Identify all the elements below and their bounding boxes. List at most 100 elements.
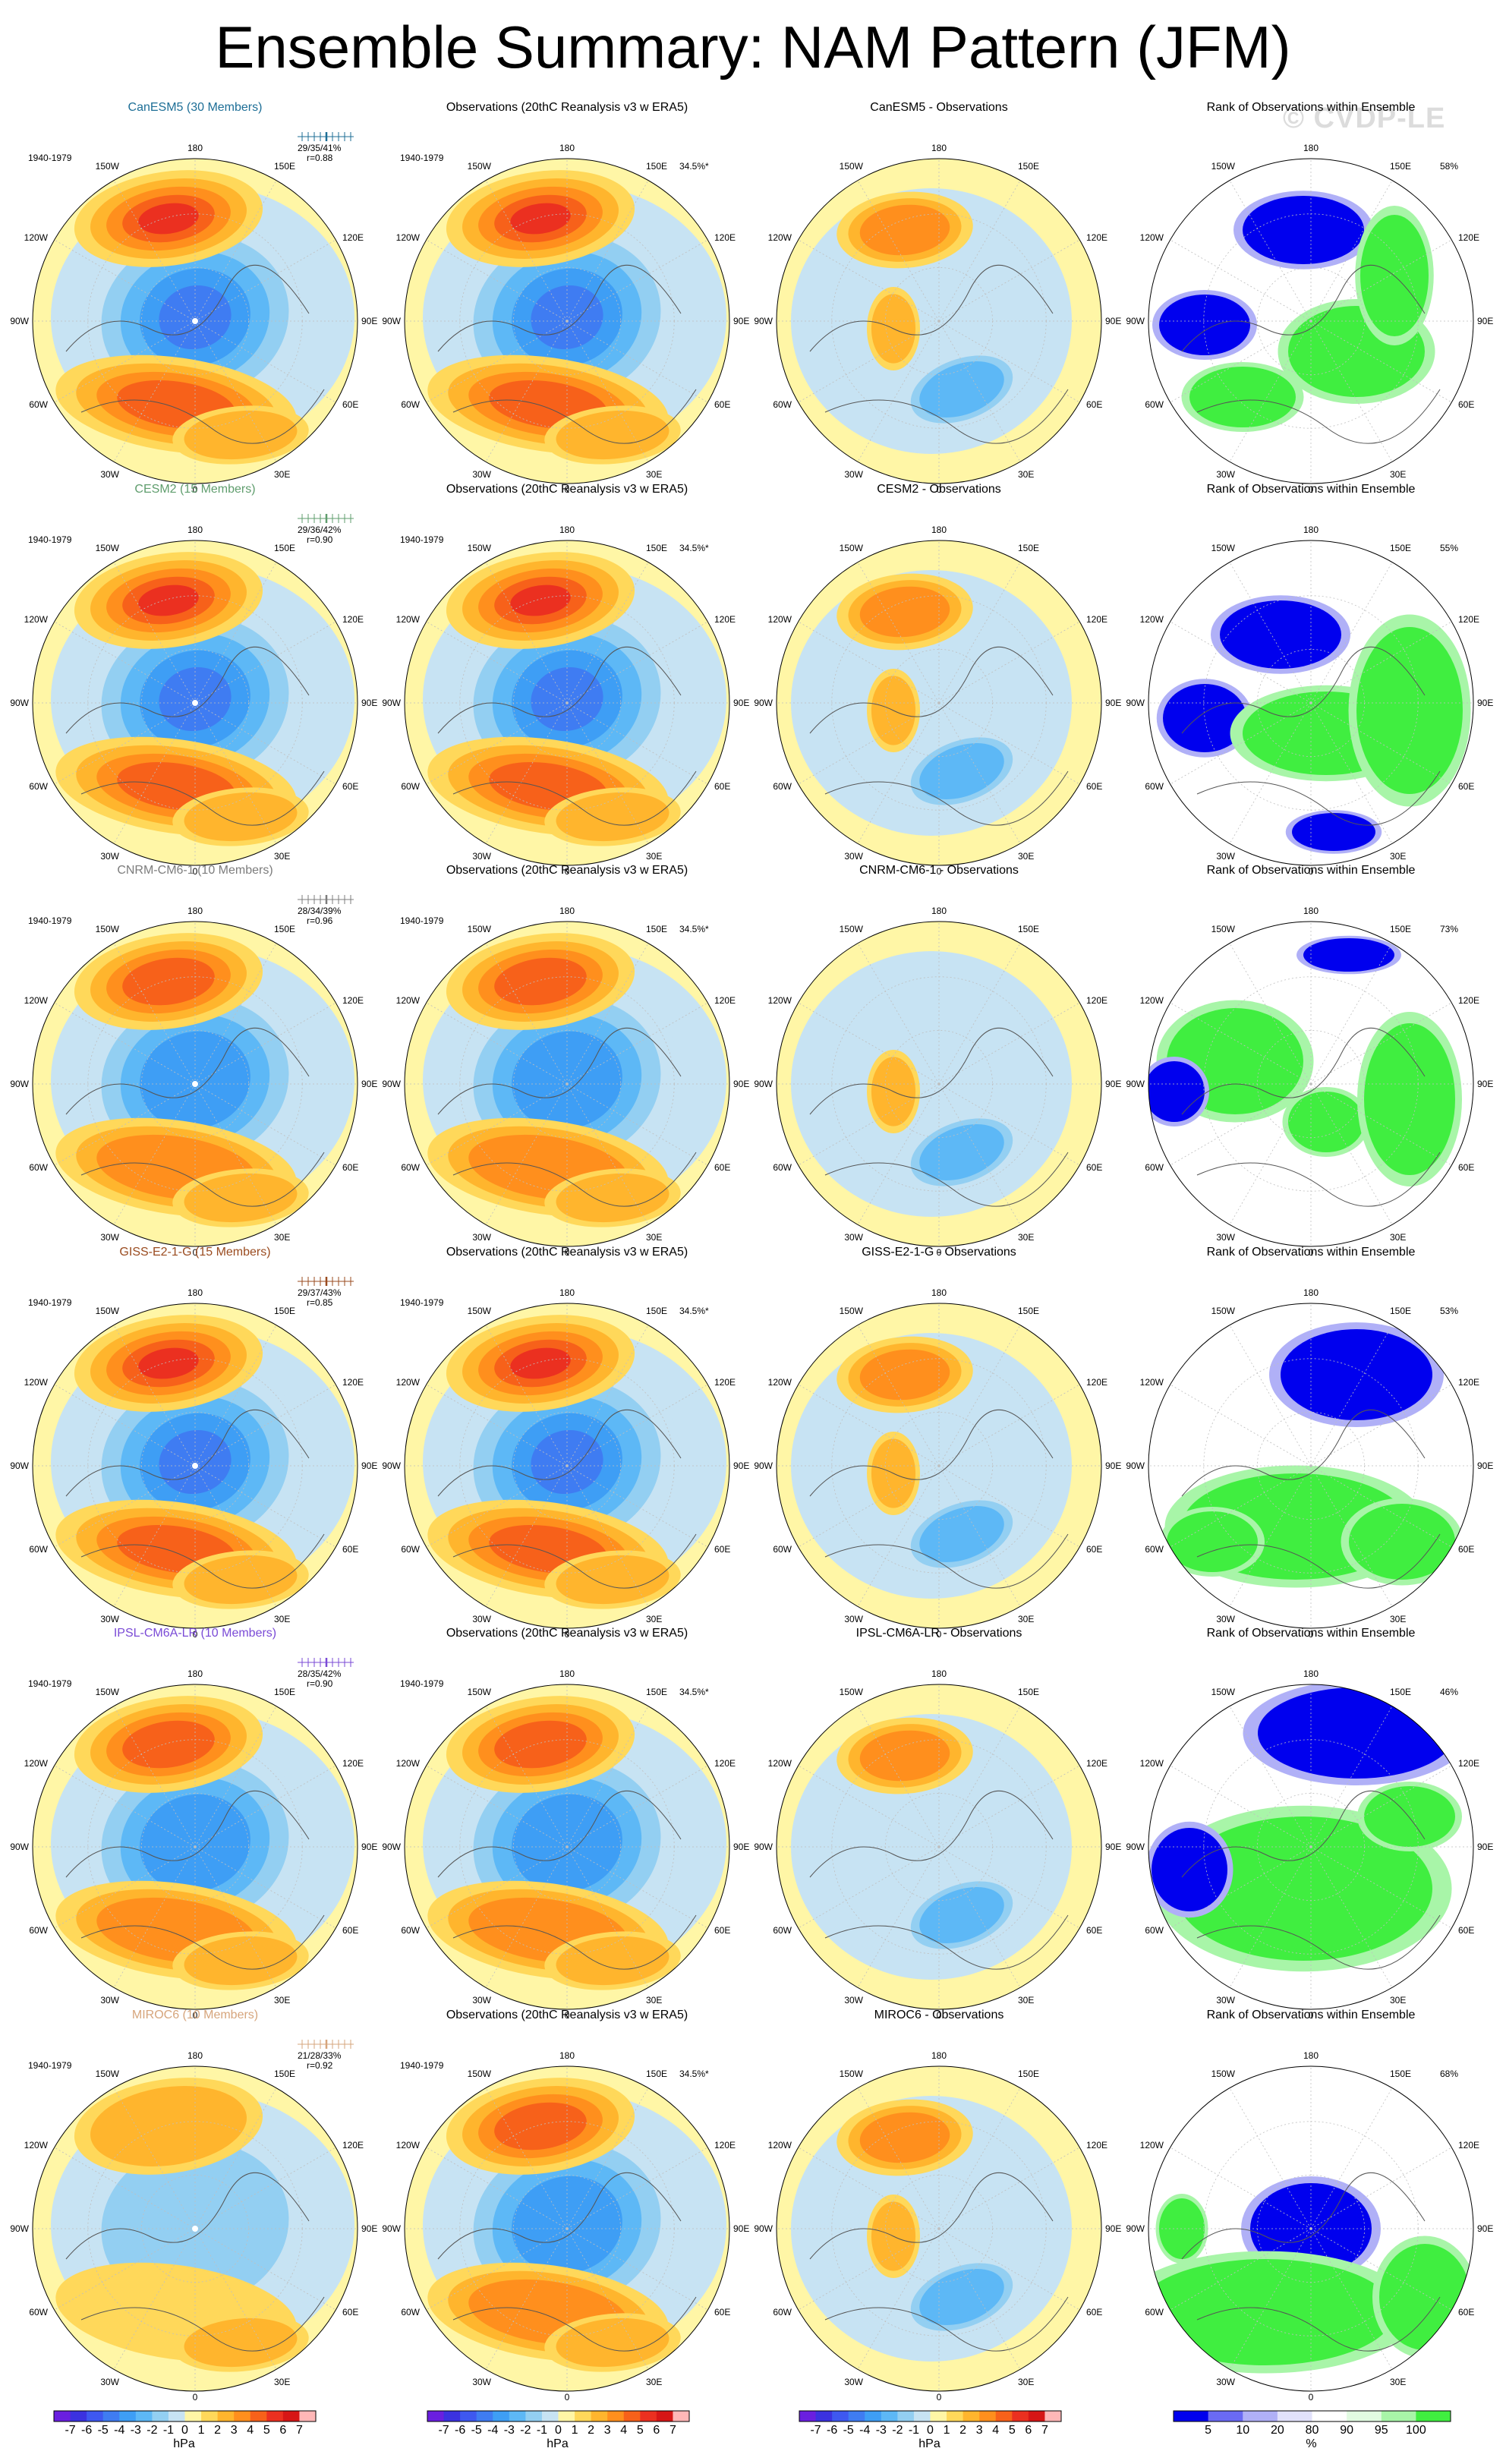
panel-title: CanESM5 (30 Members) [128,101,263,114]
colorbar-swatch [963,2411,980,2421]
lon-label-30E: 30E [1390,1232,1407,1243]
lon-label-60E: 60E [1086,399,1103,410]
lon-label-90W: 90W [10,1842,29,1852]
rank-area-pct: 55% [1440,543,1459,553]
lon-label-60E: 60E [1086,2307,1103,2317]
lon-label-0: 0 [1308,866,1314,877]
latitude-circle [87,213,303,429]
meridian-line [485,1465,568,1607]
colorbar-swatch [427,2411,445,2421]
lon-label-180: 180 [187,906,203,916]
rank-region-2 [1152,1828,1227,1911]
contour-level-3-1 [556,1936,670,1986]
lon-label-30W: 30W [844,1232,863,1243]
colorbar-tick: -4 [114,2424,125,2437]
meridian-line [194,1325,277,1467]
coastline [809,1790,1069,1970]
colorbar-swatch [815,2411,833,2421]
lon-label-60W: 60W [773,1925,792,1936]
colorbar-tick: -7 [438,2424,449,2437]
colorbar-unit: hPa [918,2437,940,2450]
lon-label-30W: 30W [1216,1232,1235,1243]
lon-label-180: 180 [559,1668,575,1679]
variance-stats: 21/28/33% r=0.92 [298,2051,341,2071]
lon-label-120W: 120W [24,232,48,243]
colorbar-swatch [947,2411,964,2421]
panel-title: CanESM5 - Observations [870,101,1008,114]
lon-label-150E: 150E [1390,543,1412,553]
latitude-circle [140,1411,250,1520]
lon-label-120E: 120E [1458,614,1480,625]
latitude-circle [1203,213,1419,429]
contour-level-3-1 [556,1555,670,1605]
lon-label-180: 180 [559,143,575,153]
latitude-circle [1256,648,1366,758]
lon-label-0: 0 [192,484,198,495]
contour-level-1-2 [859,586,950,638]
map-border [776,1303,1102,1629]
lon-label-90E: 90E [1105,2223,1122,2234]
lon-label-120W: 120W [24,995,48,1006]
lon-label-180: 180 [187,143,203,153]
map-field [777,1684,1101,2009]
contour-level-1-4 [138,1347,199,1379]
meridian-line [194,1465,277,1607]
coastline [1181,646,1441,826]
lon-label-90W: 90W [10,316,29,326]
pole-marker [192,700,198,706]
colorbar-tick: -3 [130,2424,141,2437]
latitude-circle [140,1792,250,1902]
pattern-correlation: r=0.90 [307,534,333,545]
rank-area-pct: 68% [1440,2069,1459,2079]
map-border [776,158,1102,484]
lon-label-60W: 60W [1145,1162,1164,1173]
meridian-line [566,239,708,322]
lon-label-90W: 90W [10,698,29,708]
rank-region-0 [1258,1687,1455,1779]
panel-title: IPSL-CM6A-LR (10 Members) [113,1627,277,1640]
lon-label-150E: 150E [1018,2069,1040,2079]
latitude-circle [512,266,622,376]
colorbar-tick: 4 [620,2424,628,2437]
colorbar-swatch [1028,2411,1045,2421]
map-panel-r3-c0 [32,1303,358,1629]
map-panel-r1-c1 [404,540,730,866]
lon-label-90E: 90E [1105,1460,1122,1471]
meridian-line [1310,320,1393,462]
map-field [1148,159,1473,484]
member-range-strip [298,132,354,141]
lon-label-60E: 60E [1458,1162,1475,1173]
lon-label-0: 0 [936,866,942,877]
lon-label-120W: 120W [767,1377,792,1388]
latitude-circle [1203,595,1419,811]
lon-label-90W: 90W [1126,2223,1145,2234]
colorbar-swatch [865,2411,882,2421]
lon-label-0: 0 [936,1247,942,1258]
period-label: 1940-1979 [400,1297,444,1308]
lon-label-90E: 90E [1477,2223,1494,2234]
meridian-line [857,943,940,1085]
rank-area-pct: 58% [1440,161,1459,172]
map-border [32,1303,358,1629]
coastline [1181,264,1441,444]
lon-label-60W: 60W [401,1544,420,1555]
lon-label-120W: 120W [767,232,792,243]
colorbar-tick: 0 [555,2424,562,2437]
colorbar-tick: 7 [669,2424,676,2437]
lon-label-90W: 90W [754,2223,773,2234]
lon-label-60E: 60E [1458,1925,1475,1936]
lon-label-150W: 150W [1211,924,1235,934]
period-label: 1940-1979 [28,915,72,926]
colorbar-tick: -4 [859,2424,871,2437]
colorbar-tick: -2 [147,2424,158,2437]
lon-label-90W: 90W [382,698,401,708]
meridian-line [566,702,649,844]
meridian-line [194,320,277,462]
lon-label-150E: 150E [646,1687,668,1697]
lon-label-60E: 60E [714,1544,731,1555]
colorbar-tick: 1 [571,2424,578,2437]
lon-label-60W: 60W [29,1544,48,1555]
lon-label-150E: 150E [646,543,668,553]
lon-label-30E: 30E [1018,1232,1035,1243]
contour-level-3-1 [556,1173,670,1223]
